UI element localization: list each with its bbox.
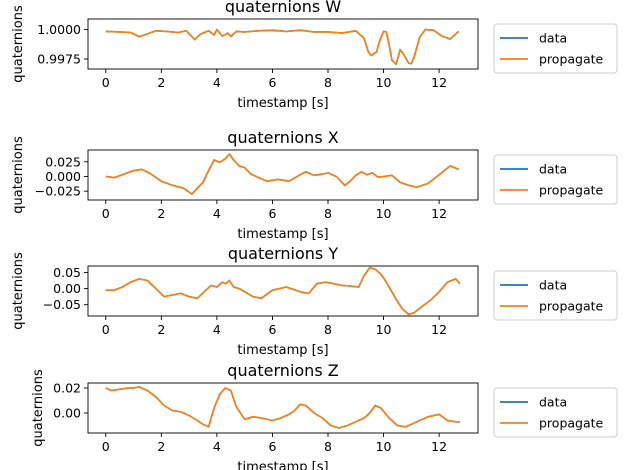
y-axis-label: quaternions — [11, 136, 26, 214]
y-axis-label: quaternions — [11, 5, 26, 83]
axes-frame — [87, 382, 479, 434]
x-tick-label: 8 — [324, 206, 332, 221]
y-tick-label: 0.05 — [53, 265, 81, 280]
legend-frame — [493, 270, 618, 321]
subplot-title: quaternions X — [227, 128, 338, 147]
y-tick-label: −0.025 — [35, 184, 81, 199]
y-tick-label: 0.025 — [45, 154, 81, 169]
x-tick-label: 12 — [431, 322, 447, 337]
x-tick-label: 10 — [376, 206, 392, 221]
subplot-title: quaternions Y — [228, 244, 338, 263]
x-axis-label: timestamp [s] — [237, 460, 328, 470]
axes-frame — [87, 265, 479, 317]
legend-label-data: data — [539, 278, 567, 293]
axes-frame — [87, 18, 479, 70]
x-tick-label: 0 — [102, 322, 110, 337]
legend-frame — [493, 154, 618, 205]
series-line-propagate — [105, 266, 461, 316]
legend-label-data: data — [539, 162, 567, 177]
subplot-title: quaternions W — [225, 0, 341, 16]
x-tick-label: 10 — [376, 439, 392, 454]
x-tick-label: 6 — [268, 322, 276, 337]
x-tick-label: 0 — [102, 439, 110, 454]
x-tick-label: 8 — [324, 322, 332, 337]
legend-label-propagate: propagate — [539, 183, 604, 198]
x-tick-label: 2 — [157, 206, 165, 221]
subplot-x: quaternions X 0 2 4 6 8 10 12 timestamp [s] −0.02… — [11, 128, 618, 242]
legend-frame — [493, 387, 618, 438]
y-tick-label: 0.9975 — [37, 52, 81, 67]
x-tick-label: 12 — [431, 75, 447, 90]
x-tick-label: 6 — [268, 75, 276, 90]
y-tick-label: 0.02 — [53, 381, 81, 396]
x-tick-label: 2 — [157, 322, 165, 337]
x-tick-label: 10 — [376, 322, 392, 337]
series-line-propagate — [105, 385, 460, 429]
x-axis-label: timestamp [s] — [237, 227, 328, 242]
x-tick-label: 6 — [268, 439, 276, 454]
x-axis-label: timestamp [s] — [237, 96, 328, 111]
legend-label-propagate: propagate — [539, 416, 604, 431]
x-tick-label: 0 — [102, 206, 110, 221]
subplot-title: quaternions Z — [227, 361, 338, 380]
legend-frame — [493, 23, 618, 74]
x-tick-label: 6 — [268, 206, 276, 221]
x-tick-label: 8 — [324, 75, 332, 90]
x-tick-label: 0 — [102, 75, 110, 90]
x-tick-label: 12 — [431, 439, 447, 454]
legend: data propagate — [493, 154, 618, 205]
subplot-w: quaternions W 0 2 4 6 8 10 12 timestamp [s] 0.997… — [11, 0, 618, 111]
axes-frame — [87, 149, 479, 201]
legend: data propagate — [493, 23, 618, 74]
x-tick-label: 2 — [157, 75, 165, 90]
subplot-y: quaternions Y 0 2 4 6 8 10 12 timestamp [s] −0.05… — [11, 244, 618, 358]
legend-label-propagate: propagate — [539, 52, 604, 67]
x-tick-label: 4 — [213, 322, 221, 337]
x-tick-label: 4 — [213, 206, 221, 221]
x-tick-label: 2 — [157, 439, 165, 454]
y-tick-label: −0.05 — [43, 297, 81, 312]
legend-label-data: data — [539, 395, 567, 410]
y-tick-label: 0.00 — [53, 281, 81, 296]
x-tick-label: 4 — [213, 439, 221, 454]
series-line-data — [105, 153, 459, 195]
x-tick-label: 12 — [431, 206, 447, 221]
series-line-data — [105, 385, 460, 429]
legend-label-data: data — [539, 31, 567, 46]
y-tick-label: 1.0000 — [37, 22, 81, 37]
series-line-propagate — [105, 153, 459, 195]
y-axis-label: quaternions — [11, 252, 26, 330]
y-tick-label: 0.00 — [53, 406, 81, 421]
y-axis-label: quaternions — [31, 369, 46, 447]
x-axis-label: timestamp [s] — [237, 343, 328, 358]
subplot-z: quaternions Z 0 2 4 6 8 10 12 timestamp [s] 0.00 0… — [31, 361, 618, 470]
x-tick-label: 8 — [324, 439, 332, 454]
y-tick-label: 0.000 — [45, 169, 81, 184]
series-line-propagate — [105, 28, 460, 66]
legend: data propagate — [493, 270, 618, 321]
x-tick-label: 4 — [213, 75, 221, 90]
legend-label-propagate: propagate — [539, 299, 604, 314]
legend: data propagate — [493, 387, 618, 438]
x-tick-label: 10 — [376, 75, 392, 90]
